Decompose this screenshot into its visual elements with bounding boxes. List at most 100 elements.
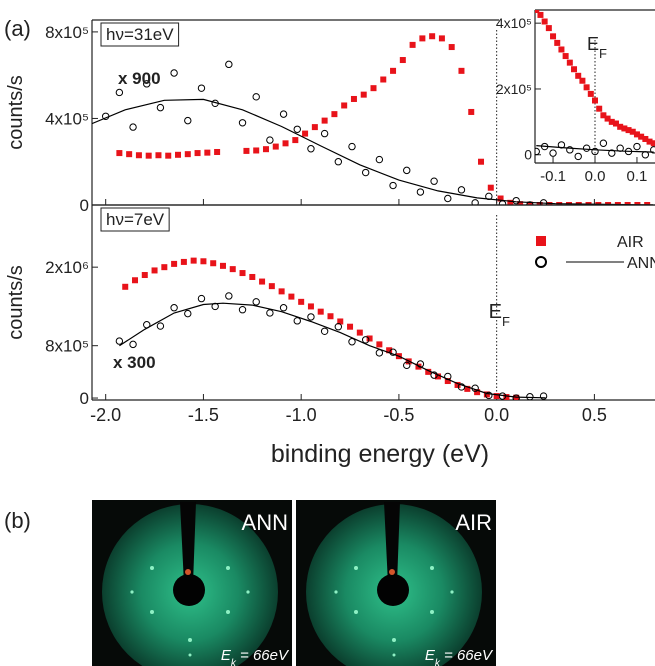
data-point <box>539 199 548 205</box>
data-point <box>143 321 151 329</box>
leed-holder <box>180 502 196 584</box>
data-point <box>170 69 178 77</box>
chart: 0 8x10⁵ 2x10⁶ -2.0 -1.5 -1.0 -0.5 0.0 0.5 hν=7eV x… <box>5 204 655 468</box>
leed-sample: AIR <box>455 510 492 535</box>
data-point <box>334 158 343 166</box>
data-point <box>650 146 655 154</box>
fermi-label: EF <box>587 34 607 61</box>
data-point <box>634 202 641 205</box>
data-point <box>478 158 485 165</box>
data-point <box>165 152 172 159</box>
data-point <box>197 84 206 92</box>
data-point <box>535 10 540 13</box>
data-point <box>253 147 260 154</box>
legend-marker <box>536 236 546 246</box>
data-point <box>608 149 616 157</box>
data-point <box>360 91 367 98</box>
data-point <box>293 125 301 133</box>
leed-sample: ANN <box>242 510 288 535</box>
fermi-sub: F <box>599 46 607 61</box>
data-point <box>419 35 426 42</box>
data-point <box>595 202 602 205</box>
panel-title: hν=7eV <box>106 210 165 229</box>
y-tick-label: 0 <box>80 196 89 215</box>
data-point <box>386 347 393 354</box>
data-point <box>612 120 619 127</box>
data-point <box>604 115 611 122</box>
data-point <box>641 151 650 159</box>
data-point <box>629 128 636 135</box>
data-point <box>347 323 354 330</box>
data-point <box>293 317 301 325</box>
data-point <box>122 283 129 290</box>
data-point <box>219 262 226 269</box>
data-point <box>435 373 442 380</box>
data-point <box>454 381 461 388</box>
data-point <box>331 111 338 118</box>
x-axis-label: binding energy (eV) <box>271 440 489 468</box>
data-point <box>599 139 608 147</box>
data-point <box>558 46 565 53</box>
data-point <box>170 304 178 312</box>
data-point <box>416 188 425 196</box>
energy-symbol: E <box>221 647 232 664</box>
energy-sub: k <box>231 658 237 666</box>
data-point <box>370 85 377 92</box>
data-point <box>200 258 207 265</box>
data-point <box>550 33 557 40</box>
data-point <box>239 270 246 277</box>
data-point <box>375 349 384 357</box>
data-point <box>126 151 133 158</box>
data-point <box>487 184 494 191</box>
data-point <box>541 18 548 25</box>
data-point <box>376 341 383 348</box>
data-point <box>633 131 640 138</box>
y-tick-label: 2x10⁵ <box>496 81 532 97</box>
data-point <box>646 138 653 145</box>
data-point <box>537 11 544 18</box>
data-point <box>430 371 438 379</box>
scale-note: x 300 <box>113 353 156 372</box>
data-point <box>135 152 142 159</box>
data-point <box>535 147 540 156</box>
data-point <box>498 392 507 400</box>
data-point <box>197 294 206 303</box>
data-point <box>156 322 165 330</box>
data-point <box>320 327 329 335</box>
data-point <box>574 152 582 161</box>
data-point <box>292 137 299 144</box>
data-point <box>644 202 651 205</box>
data-point <box>642 135 649 142</box>
data-point <box>571 66 578 73</box>
data-point <box>175 151 182 158</box>
leed-reflex <box>185 569 191 575</box>
data-point <box>214 148 221 155</box>
data-point <box>566 59 573 66</box>
data-point <box>210 260 217 267</box>
data-point <box>425 368 432 375</box>
data-point <box>587 90 594 97</box>
data-point <box>438 35 445 42</box>
data-point <box>458 67 465 74</box>
data-point <box>517 201 524 205</box>
title-box <box>100 207 170 232</box>
data-point <box>156 103 165 112</box>
data-point <box>582 144 591 152</box>
data-point <box>429 33 436 40</box>
data-point <box>399 57 406 64</box>
data-point <box>650 140 655 147</box>
plot-area <box>115 257 548 400</box>
data-point <box>161 264 168 271</box>
y-tick-label: 2x10⁶ <box>45 258 89 277</box>
y-tick-label: 4x10⁵ <box>496 15 532 31</box>
data-point <box>468 108 475 115</box>
data-point <box>180 258 187 265</box>
x-tick-label: 0.1 <box>627 168 648 185</box>
data-point <box>579 77 586 84</box>
leed-image: ANN Ek = 66eV <box>92 500 292 666</box>
leed-gun <box>173 574 205 606</box>
data-point <box>625 127 632 134</box>
data-point <box>204 149 211 156</box>
y-axis-label: counts/s <box>5 75 27 149</box>
